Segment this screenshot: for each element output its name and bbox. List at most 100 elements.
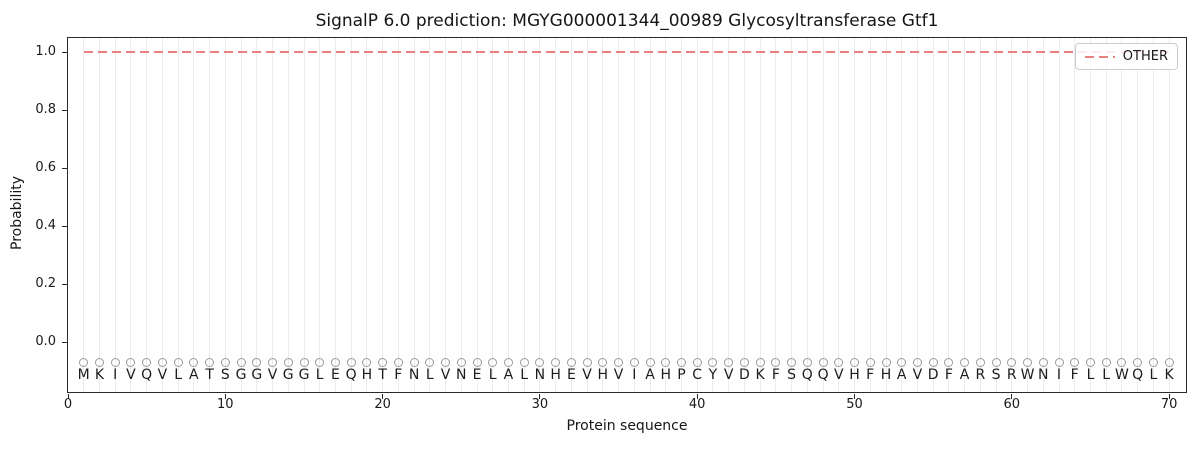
residue-marker-other	[220, 358, 230, 367]
y-tick-mark	[62, 51, 67, 53]
residue-marker-other	[661, 358, 671, 367]
residue-marker-other	[598, 358, 608, 367]
gridline	[507, 38, 509, 392]
gridline	[413, 38, 415, 392]
gridline	[696, 38, 698, 392]
residue-marker-other	[897, 358, 907, 367]
residue-marker-other	[1038, 358, 1048, 367]
gridline	[99, 38, 100, 392]
residue-letter: Q	[801, 367, 813, 383]
residue-marker-other	[629, 358, 639, 367]
residue-letter: V	[126, 367, 136, 383]
gridline	[885, 38, 887, 392]
gridline	[854, 38, 855, 392]
residue-marker-other	[299, 358, 309, 367]
residue-letter: V	[912, 367, 923, 383]
residue-marker-other	[724, 358, 734, 367]
residue-marker-other	[441, 358, 450, 367]
gridline	[397, 38, 399, 392]
x-tick-label: 60	[1003, 397, 1021, 412]
residue-marker-other	[346, 358, 356, 367]
residue-letter: G	[282, 367, 294, 383]
y-tick-label: 0.2	[35, 276, 56, 291]
residue-letter: S	[991, 367, 1001, 383]
gridline	[114, 38, 116, 392]
gridline	[146, 38, 148, 392]
residue-marker-other	[1007, 358, 1017, 367]
gridline	[602, 38, 604, 392]
residue-marker-other	[677, 358, 686, 367]
gridline	[838, 38, 840, 392]
residue-marker-other	[79, 358, 89, 367]
residue-letter: W	[1114, 367, 1129, 383]
gridline	[287, 38, 289, 392]
y-tick-mark	[62, 109, 67, 111]
gridline	[130, 38, 132, 392]
residue-letter: V	[267, 367, 278, 383]
residue-letter: V	[440, 367, 451, 383]
residue-letter: D	[927, 367, 939, 383]
residue-marker-other	[378, 358, 388, 367]
gridline	[83, 38, 85, 392]
residue-letter: K	[1164, 367, 1174, 383]
residue-letter: H	[880, 367, 892, 383]
gridline	[429, 38, 431, 392]
residue-letter: A	[959, 367, 970, 383]
residue-marker-other	[126, 358, 136, 367]
legend-label: OTHER	[1122, 48, 1168, 64]
gridline	[193, 38, 195, 392]
gridline	[382, 38, 384, 392]
gridline	[240, 38, 242, 392]
gridline	[979, 38, 981, 392]
residue-marker-other	[645, 358, 655, 367]
x-tick-label: 10	[217, 397, 234, 412]
y-tick-label: 0.6	[35, 160, 56, 175]
residue-marker-other	[173, 358, 183, 367]
x-tick-mark	[224, 394, 226, 399]
gridline	[964, 38, 966, 392]
y-tick-mark	[62, 167, 67, 169]
residue-letter: D	[739, 367, 750, 383]
residue-marker-other	[802, 358, 812, 367]
y-tick-label: 0.8	[35, 102, 56, 117]
residue-letter: I	[1056, 367, 1062, 383]
residue-marker-other	[818, 358, 828, 367]
x-tick-mark	[1011, 394, 1013, 399]
chart-title: SignalP 6.0 prediction: MGYG000001344_00…	[315, 11, 939, 31]
residue-letter: H	[660, 367, 672, 383]
residue-marker-other	[362, 358, 372, 367]
gridline	[1074, 38, 1076, 392]
residue-marker-other	[708, 358, 718, 367]
gridline	[775, 38, 777, 392]
residue-marker-other	[252, 358, 262, 367]
residue-letter: H	[849, 367, 860, 383]
residue-marker-other	[1101, 358, 1111, 367]
x-tick-label: 70	[1160, 397, 1178, 412]
residue-marker-other	[157, 358, 167, 367]
gridline	[303, 38, 305, 392]
residue-letter: A	[503, 367, 514, 383]
residue-marker-other	[1148, 358, 1158, 367]
residue-letter: K	[94, 367, 105, 383]
residue-marker-other	[315, 358, 325, 367]
gridline	[366, 38, 368, 392]
gridline	[586, 38, 588, 392]
residue-letter: K	[755, 367, 765, 383]
residue-marker-other	[944, 358, 954, 367]
residue-letter: A	[189, 367, 199, 383]
gridline	[272, 38, 273, 392]
gridline	[618, 38, 620, 392]
residue-letter: L	[1149, 367, 1158, 383]
residue-marker-other	[881, 358, 891, 367]
residue-marker-other	[236, 358, 246, 367]
x-tick-label: 30	[531, 397, 549, 412]
gridline	[570, 38, 572, 392]
gridline	[932, 38, 934, 392]
residue-marker-other	[787, 358, 797, 367]
residue-letter: E	[472, 367, 482, 383]
residue-marker-other	[975, 358, 985, 367]
residue-letter: F	[944, 367, 953, 383]
x-tick-mark	[854, 394, 855, 399]
residue-letter: L	[1086, 367, 1095, 383]
residue-letter: A	[645, 367, 655, 383]
